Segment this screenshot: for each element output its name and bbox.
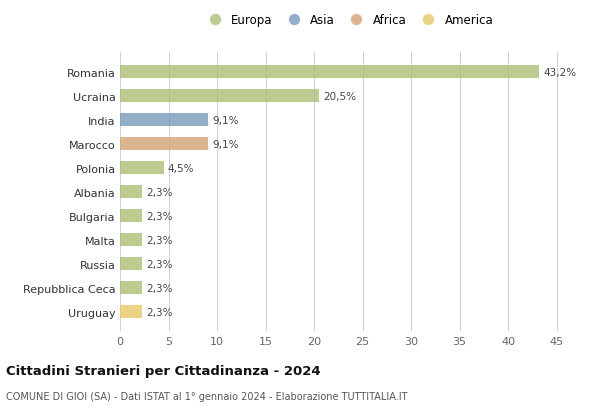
Bar — [120, 66, 539, 79]
Bar — [120, 281, 142, 294]
Text: 2,3%: 2,3% — [146, 307, 173, 317]
Bar — [120, 209, 142, 223]
Text: 2,3%: 2,3% — [146, 235, 173, 245]
Text: 9,1%: 9,1% — [212, 115, 239, 125]
Bar — [120, 162, 164, 175]
Legend: Europa, Asia, Africa, America: Europa, Asia, Africa, America — [200, 12, 496, 29]
Text: 2,3%: 2,3% — [146, 187, 173, 197]
Bar — [120, 258, 142, 271]
Bar — [120, 114, 208, 127]
Text: 2,3%: 2,3% — [146, 211, 173, 221]
Text: 2,3%: 2,3% — [146, 259, 173, 269]
Bar — [120, 234, 142, 247]
Text: 43,2%: 43,2% — [543, 67, 576, 77]
Text: COMUNE DI GIOI (SA) - Dati ISTAT al 1° gennaio 2024 - Elaborazione TUTTITALIA.IT: COMUNE DI GIOI (SA) - Dati ISTAT al 1° g… — [6, 391, 407, 401]
Bar — [120, 90, 319, 103]
Text: 9,1%: 9,1% — [212, 139, 239, 149]
Text: 20,5%: 20,5% — [323, 91, 356, 101]
Text: 4,5%: 4,5% — [167, 163, 194, 173]
Bar — [120, 306, 142, 319]
Text: 2,3%: 2,3% — [146, 283, 173, 293]
Text: Cittadini Stranieri per Cittadinanza - 2024: Cittadini Stranieri per Cittadinanza - 2… — [6, 364, 320, 377]
Bar — [120, 138, 208, 151]
Bar — [120, 186, 142, 199]
